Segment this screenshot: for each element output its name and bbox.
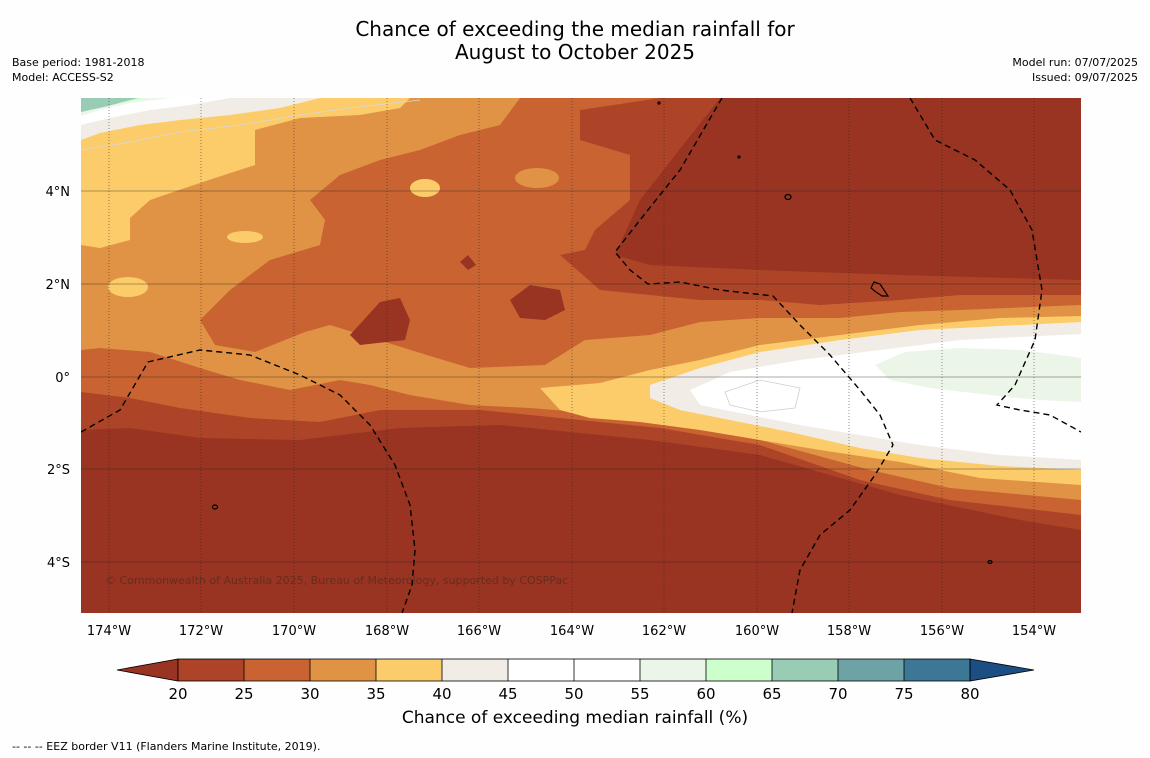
cbar-tick-55: 55 bbox=[630, 685, 649, 703]
colorbar-70-75 bbox=[838, 659, 904, 681]
colorbar-60-65 bbox=[706, 659, 772, 681]
patch-30-35-a bbox=[515, 168, 559, 188]
cbar-tick-35: 35 bbox=[366, 685, 385, 703]
y-tick-4s: 4°S bbox=[47, 556, 70, 571]
colorbar-dividers bbox=[243, 659, 905, 681]
eez-borders bbox=[81, 98, 1081, 613]
cbar-tick-50: 50 bbox=[564, 685, 583, 703]
patch-35-40-c bbox=[227, 231, 263, 243]
colorbar-20-25 bbox=[178, 659, 244, 681]
cbar-tick-65: 65 bbox=[762, 685, 781, 703]
colorbar: 20 25 30 35 40 45 50 55 60 65 70 75 80 bbox=[116, 658, 1035, 703]
cbar-tick-30: 30 bbox=[300, 685, 319, 703]
graticule bbox=[108, 98, 1035, 613]
eez-border-2 bbox=[909, 98, 1081, 433]
island-c bbox=[211, 504, 219, 510]
issued-date: Issued: 09/07/2025 bbox=[1031, 71, 1138, 84]
y-tick-2n: 2°N bbox=[46, 278, 71, 293]
x-tick-160w: 160°W bbox=[735, 624, 779, 639]
x-axis-labels: 174°W 172°W 170°W 168°W 166°W 164°W 162°… bbox=[87, 624, 1056, 639]
patch-35-40-a bbox=[410, 179, 440, 197]
island-f bbox=[657, 101, 661, 105]
patch-below-20-a bbox=[350, 298, 410, 345]
colorbar-35-40 bbox=[376, 659, 442, 681]
eez-border-1 bbox=[614, 98, 894, 613]
x-tick-158w: 158°W bbox=[827, 624, 871, 639]
x-tick-162w: 162°W bbox=[642, 624, 686, 639]
contour-50-b bbox=[81, 99, 421, 151]
y-axis-labels: 4°N 2°N 0° 2°S 4°S bbox=[46, 185, 71, 571]
colorbar-label: Chance of exceeding median rainfall (%) bbox=[401, 708, 749, 728]
cbar-tick-25: 25 bbox=[234, 685, 253, 703]
colorbar-50-55 bbox=[574, 659, 640, 681]
model-run: Model run: 07/07/2025 bbox=[1012, 56, 1138, 69]
cbar-tick-60: 60 bbox=[696, 685, 715, 703]
cbar-tick-20: 20 bbox=[168, 685, 187, 703]
contour-50 bbox=[724, 379, 801, 413]
title-line-1: Chance of exceeding the median rainfall … bbox=[355, 17, 795, 41]
region-45-55 bbox=[81, 98, 1081, 460]
patch-below-20-b bbox=[510, 285, 565, 320]
x-tick-166w: 166°W bbox=[457, 624, 501, 639]
x-tick-156w: 156°W bbox=[920, 624, 964, 639]
probability-fields bbox=[81, 98, 1081, 613]
x-tick-170w: 170°W bbox=[272, 624, 316, 639]
eez-border-3 bbox=[81, 349, 416, 613]
colorbar-40-45 bbox=[442, 659, 508, 681]
colorbar-30-35 bbox=[310, 659, 376, 681]
colorbar-extend-low bbox=[116, 658, 179, 682]
x-tick-172w: 172°W bbox=[179, 624, 223, 639]
cbar-tick-45: 45 bbox=[498, 685, 517, 703]
cbar-tick-70: 70 bbox=[828, 685, 847, 703]
islands bbox=[211, 101, 993, 565]
y-tick-4n: 4°N bbox=[46, 185, 71, 200]
credit-text: © Commonwealth of Australia 2025, Bureau… bbox=[105, 574, 568, 587]
patch-below-20-d bbox=[460, 255, 476, 270]
base-period: Base period: 1981-2018 bbox=[12, 56, 145, 69]
island-b bbox=[870, 281, 890, 297]
meta-right: Model run: 07/07/2025 Issued: 09/07/2025 bbox=[1012, 55, 1138, 85]
colorbar-65-70 bbox=[772, 659, 838, 681]
map-title: Chance of exceeding the median rainfall … bbox=[0, 18, 1150, 64]
eez-footnote: -- -- -- EEZ border V11 (Flanders Marine… bbox=[12, 740, 321, 753]
graticule-lat bbox=[81, 190, 1081, 563]
island-a bbox=[784, 193, 792, 201]
x-tick-154w: 154°W bbox=[1012, 624, 1056, 639]
y-tick-2s: 2°S bbox=[47, 463, 70, 478]
x-tick-164w: 164°W bbox=[550, 624, 594, 639]
patch-below-20-c bbox=[690, 225, 712, 250]
cbar-tick-75: 75 bbox=[894, 685, 913, 703]
cbar-tick-40: 40 bbox=[432, 685, 451, 703]
x-tick-168w: 168°W bbox=[365, 624, 409, 639]
model-name: Model: ACCESS-S2 bbox=[12, 71, 114, 84]
region-65-70 bbox=[81, 98, 138, 112]
colorbar-75-80 bbox=[904, 659, 970, 681]
y-tick-0: 0° bbox=[55, 371, 70, 386]
title-line-2: August to October 2025 bbox=[454, 40, 696, 64]
colorbar-ticks: 20 25 30 35 40 45 50 55 60 65 70 75 80 bbox=[168, 685, 979, 703]
island-e bbox=[737, 155, 741, 159]
colorbar-25-30 bbox=[244, 659, 310, 681]
colorbar-55-60 bbox=[640, 659, 706, 681]
x-tick-174w: 174°W bbox=[87, 624, 131, 639]
region-55-60 bbox=[81, 98, 1081, 402]
patch-35-40-b bbox=[108, 277, 148, 297]
cbar-tick-80: 80 bbox=[960, 685, 979, 703]
colorbar-45-50 bbox=[508, 659, 574, 681]
meta-left: Base period: 1981-2018 Model: ACCESS-S2 bbox=[12, 55, 144, 85]
colorbar-extend-high bbox=[969, 658, 1035, 682]
island-d bbox=[987, 559, 993, 565]
